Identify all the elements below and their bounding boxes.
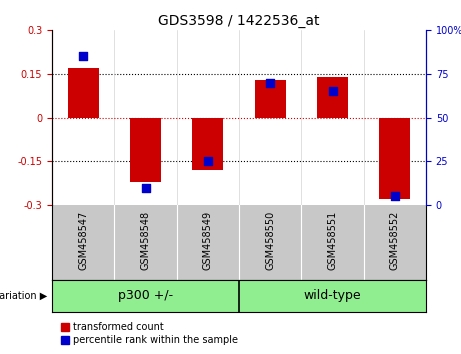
Text: genotype/variation ▶: genotype/variation ▶ <box>0 291 47 301</box>
Text: GSM458548: GSM458548 <box>141 211 150 270</box>
Bar <box>192 118 224 170</box>
Text: p300 +/-: p300 +/- <box>118 290 173 303</box>
Bar <box>379 118 410 199</box>
Text: GSM458547: GSM458547 <box>78 211 88 270</box>
Bar <box>254 80 286 118</box>
Point <box>79 53 87 59</box>
Bar <box>130 118 161 182</box>
Point <box>329 88 336 94</box>
Text: GSM458550: GSM458550 <box>265 211 275 270</box>
Bar <box>317 77 348 118</box>
Legend: transformed count, percentile rank within the sample: transformed count, percentile rank withi… <box>57 319 242 349</box>
Point <box>391 193 398 199</box>
Point <box>266 80 274 85</box>
Text: wild-type: wild-type <box>304 290 361 303</box>
Text: GSM458552: GSM458552 <box>390 211 400 270</box>
Bar <box>68 68 99 118</box>
Text: GSM458551: GSM458551 <box>327 211 337 270</box>
Title: GDS3598 / 1422536_at: GDS3598 / 1422536_at <box>158 13 320 28</box>
Point <box>204 159 212 164</box>
Text: GSM458549: GSM458549 <box>203 211 213 270</box>
Point <box>142 185 149 190</box>
